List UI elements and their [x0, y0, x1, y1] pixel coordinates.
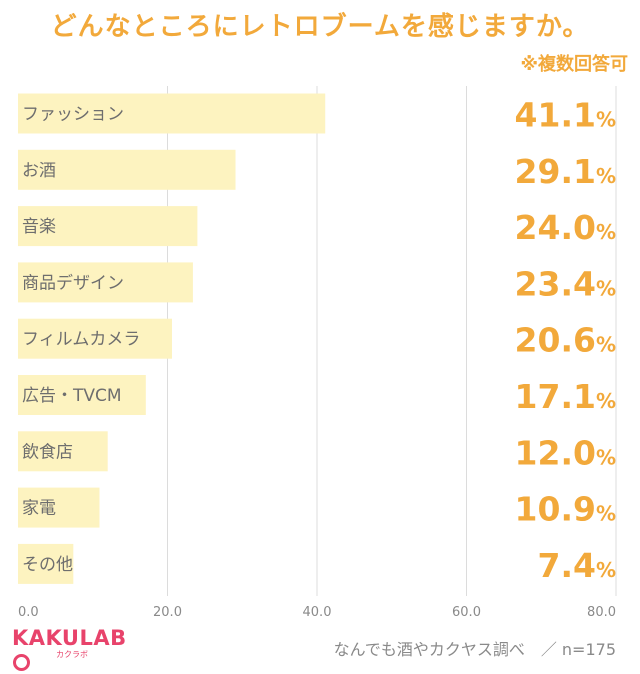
category-label-8: その他	[22, 555, 73, 575]
x-tick-label-2: 40.0	[303, 605, 332, 620]
x-tick-label-3: 60.0	[452, 605, 481, 620]
chart-subtitle: ※複数回答可	[520, 54, 629, 75]
value-label-7: 10.9%	[515, 490, 616, 529]
value-label-8: 7.4%	[537, 546, 616, 585]
bar-0	[18, 93, 326, 134]
x-tick-label-1: 20.0	[153, 605, 182, 620]
logo-subtitle: カクラボ	[56, 650, 88, 659]
bar-6	[18, 431, 108, 472]
bar-chart: ファッション 41.1% お酒 29.1% 音楽 24.0% 商品デザイン 23.4% フィルム…	[18, 86, 617, 620]
value-label-1: 29.1%	[515, 152, 616, 191]
value-label-3: 23.4%	[515, 264, 616, 303]
value-label-4: 20.6%	[515, 321, 616, 360]
value-label-5: 17.1%	[515, 377, 616, 416]
bar-7	[18, 487, 100, 528]
bar-3	[18, 262, 193, 303]
bar-1	[18, 149, 236, 190]
category-label-6: 飲食店	[22, 442, 73, 462]
x-tick-label-0: 0.0	[18, 605, 39, 620]
logo-o-circle-icon	[13, 654, 30, 671]
category-label-0: ファッション	[22, 105, 124, 125]
category-label-3: 商品デザイン	[22, 272, 124, 293]
bar-4	[18, 318, 172, 359]
bar-2	[18, 206, 198, 247]
category-label-5: 広告・TVCM	[22, 386, 122, 406]
chart-title: どんなところにレトロブームを感じますか。	[50, 12, 590, 42]
category-label-1: お酒	[22, 161, 56, 181]
value-label-6: 12.0%	[515, 433, 616, 472]
bar-5	[18, 375, 146, 415]
kakulabo-logo: KAKULAB カクラボ	[12, 624, 142, 671]
logo-wordmark: KAKULAB	[12, 626, 142, 674]
category-label-2: 音楽	[22, 217, 56, 237]
category-label-4: フィルムカメラ	[22, 330, 140, 350]
source-note: なんでも酒やカクヤス調べ ／ n=175	[333, 640, 616, 659]
category-label-7: 家電	[22, 499, 56, 519]
value-label-0: 41.1%	[515, 96, 616, 135]
x-tick-label-4: 80.0	[587, 605, 616, 620]
bar-8	[18, 543, 74, 584]
value-label-2: 24.0%	[515, 208, 616, 247]
